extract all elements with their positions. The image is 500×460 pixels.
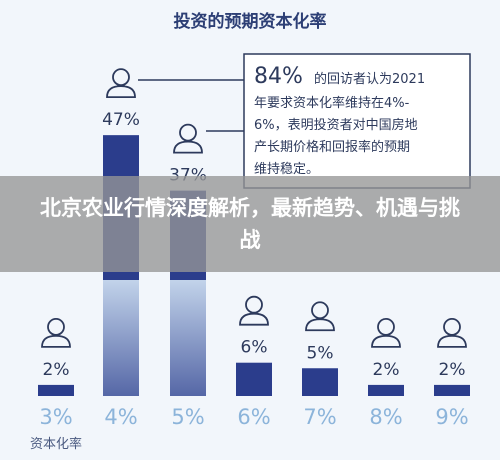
x-tick-label: 6%: [237, 405, 270, 429]
x-tick-label: 7%: [303, 405, 336, 429]
bar-fade-overlay: [103, 280, 139, 396]
callout-line: 年要求资本化率维持在4%-: [254, 95, 410, 111]
callout-line: 产长期价格和回报率的预期: [254, 139, 410, 155]
bar: [434, 384, 470, 396]
x-tick-label: 3%: [39, 405, 72, 429]
person-icon: [305, 301, 335, 332]
bar: [236, 362, 272, 396]
bar-value-label: 47%: [102, 110, 140, 130]
person-icon: [106, 68, 136, 99]
bar-group: 6%: [236, 295, 272, 396]
bar-value-label: 2%: [373, 360, 400, 380]
x-axis-label: 资本化率: [30, 436, 82, 452]
person-icon: [173, 123, 203, 154]
callout-box: [243, 53, 471, 189]
bar-group: 2%: [368, 317, 404, 396]
callout-line: 维持稳定。: [254, 161, 319, 177]
bar: [368, 384, 404, 396]
bar: [38, 384, 74, 396]
bar-group: 2%: [38, 317, 74, 396]
callout-text: 84% 的回访者认为2021: [254, 64, 425, 89]
bar-value-label: 2%: [439, 360, 466, 380]
bar-group: 5%: [302, 301, 338, 396]
headline-banner: 北京农业行情深度解析，最新趋势、机遇与挑战: [0, 176, 500, 272]
bar-value-label: 5%: [307, 343, 334, 363]
callout-highlight: 84%: [254, 64, 303, 89]
bar-value-label: 2%: [43, 360, 70, 380]
x-tick-label: 8%: [369, 405, 402, 429]
bar-value-label: 6%: [241, 338, 268, 358]
person-icon: [371, 317, 401, 348]
x-tick-label: 9%: [435, 405, 468, 429]
bar-group: 2%: [434, 317, 470, 396]
callout-line: 的回访者认为2021: [314, 71, 425, 87]
person-icon: [41, 317, 71, 348]
callout-line: 6%，表明投资者对中国房地: [254, 117, 418, 133]
x-tick-label: 4%: [104, 405, 137, 429]
person-icon: [437, 317, 467, 348]
chart-title: 投资的预期资本化率: [174, 11, 327, 32]
x-tick-label: 5%: [171, 405, 204, 429]
callout: 84% 的回访者认为2021 年要求资本化率维持在4%- 6%，表明投资者对中国…: [138, 53, 471, 189]
headline-text: 北京农业行情深度解析，最新趋势、机遇与挑战: [40, 196, 460, 252]
bar: [302, 368, 338, 396]
bar-fade-overlay: [170, 280, 206, 396]
person-icon: [239, 295, 269, 326]
